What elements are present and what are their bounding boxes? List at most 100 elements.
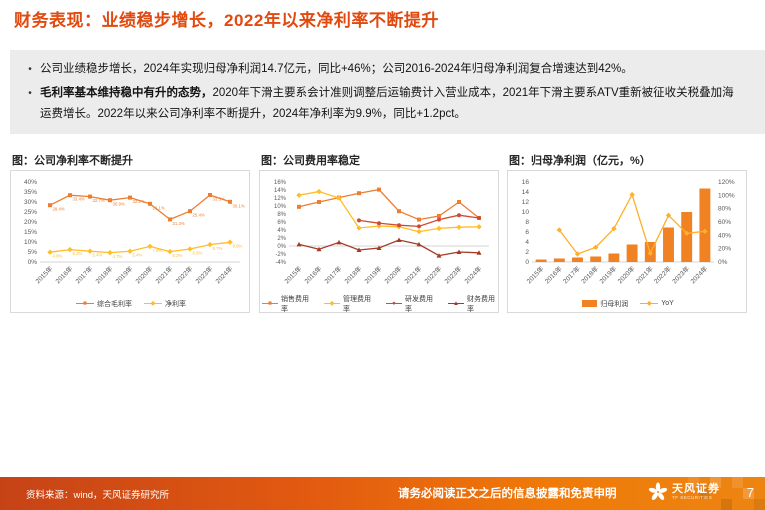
svg-text:100%: 100% [718, 192, 735, 199]
svg-text:120%: 120% [718, 179, 735, 186]
chart-net-profit-plot: 0 2 4 6 8 10 12 14 16 0% 20% 40% 60% 80% 100% 120% 2015年… [510, 174, 746, 296]
svg-text:4: 4 [525, 239, 529, 246]
legend-item: ■ 销售费用率 [262, 294, 312, 314]
bullet-text: 公司业绩稳步增长，2024年实现归母净利润14.7亿元，同比+46%；公司201… [40, 59, 745, 80]
bullet-lead: 毛利率基本维持稳中有升的态势， [40, 87, 213, 99]
page-number: 7 [746, 485, 754, 500]
svg-text:2024年: 2024年 [462, 264, 484, 286]
bullet-body: 2020年下滑主要系会计准则调整后运输费计入营业成本，2021年下滑主要系ATV… [40, 87, 734, 120]
svg-text:33.5%: 33.5% [213, 197, 225, 202]
svg-text:2020年: 2020年 [133, 264, 155, 286]
svg-text:30.9%: 30.9% [113, 202, 125, 207]
svg-text:29.1%: 29.1% [153, 205, 165, 210]
mosaic-tile [721, 499, 732, 510]
svg-text:2015年: 2015年 [524, 264, 546, 286]
svg-text:7.8%: 7.8% [153, 248, 163, 253]
svg-text:35%: 35% [24, 189, 37, 196]
svg-text:12: 12 [522, 199, 530, 206]
svg-text:5.4%: 5.4% [133, 253, 143, 258]
svg-text:2022年: 2022年 [173, 264, 195, 286]
legend-item: ■ 综合毛利率 [76, 299, 132, 309]
chart-expense-ratio: 图：公司费用率稳定 -4% -2% 0% 2% 4% 6% 8% 10% 12% 14% 16% 20… [259, 152, 499, 313]
svg-text:12%: 12% [274, 196, 287, 202]
svg-text:0%: 0% [28, 259, 38, 266]
legend-item: ● 研发费用率 [386, 294, 436, 314]
svg-text:16%: 16% [274, 180, 287, 186]
flower-icon [648, 482, 668, 500]
svg-text:2015年: 2015年 [282, 264, 304, 286]
svg-text:2018年: 2018年 [342, 264, 364, 286]
svg-text:2017年: 2017年 [561, 264, 583, 286]
bullet-text: 毛利率基本维持稳中有升的态势，2020年下滑主要系会计准则调整后运输费计入营业成… [40, 83, 745, 125]
svg-text:2021年: 2021年 [634, 264, 656, 286]
svg-text:32.7%: 32.7% [93, 198, 105, 203]
chart-expense-ratio-panel: -4% -2% 0% 2% 4% 6% 8% 10% 12% 14% 16% 2015年 2016年 20… [259, 170, 499, 313]
legend-item: ▲ 财务费用率 [448, 294, 498, 314]
footer-bar: 资料来源：wind，天风证券研究所 请务必阅读正文之后的信息披露和免责申明 天风… [0, 477, 765, 510]
svg-text:10%: 10% [24, 239, 37, 246]
mosaic-tile [699, 488, 710, 499]
chart-net-profit-panel: 0 2 4 6 8 10 12 14 16 0% 20% 40% 60% 80% 100% 120% 2015年… [507, 170, 747, 313]
svg-text:2017年: 2017年 [322, 264, 344, 286]
svg-text:2018年: 2018年 [93, 264, 115, 286]
svg-text:2017年: 2017年 [73, 264, 95, 286]
chart-net-margin-panel: 0% 5% 10% 15% 20% 25% 30% 35% 40% 2015年 2016年 2017年… [10, 170, 250, 313]
svg-text:2016年: 2016年 [302, 264, 324, 286]
svg-text:9.9%: 9.9% [233, 244, 243, 249]
svg-text:5.2%: 5.2% [173, 253, 183, 258]
svg-text:2022年: 2022年 [652, 264, 674, 286]
chart-net-margin-legend: ■ 综合毛利率 ◆ 净利率 [13, 296, 249, 311]
legend-item: 归母利润 [582, 299, 628, 309]
chart-expense-ratio-plot: -4% -2% 0% 2% 4% 6% 8% 10% 12% 14% 16% 2015年 2016年 20… [262, 174, 498, 296]
svg-text:2022年: 2022年 [422, 264, 444, 286]
brand-subtitle: TF SECURITIES [672, 495, 713, 500]
svg-text:0%: 0% [718, 259, 728, 266]
svg-text:40%: 40% [24, 179, 37, 186]
bullet-item-2: • 毛利率基本维持稳中有升的态势，2020年下滑主要系会计准则调整后运输费计入营… [20, 83, 745, 125]
chart-net-profit-title: 图：归母净利润（亿元，%） [509, 155, 651, 167]
brand-text: 天风证券 TF SECURITIES [672, 483, 720, 501]
mosaic-tile [688, 477, 699, 488]
chart-net-profit-legend: 归母利润 ◆ YoY [510, 296, 746, 311]
svg-text:5.4%: 5.4% [93, 253, 103, 258]
svg-text:2021年: 2021年 [153, 264, 175, 286]
svg-text:10: 10 [522, 209, 530, 216]
svg-text:40%: 40% [718, 232, 731, 239]
page-title: 财务表现：业绩稳步增长，2022年以来净利率不断提升 [14, 11, 439, 30]
svg-text:8%: 8% [277, 212, 286, 218]
legend-item: ◆ YoY [640, 300, 674, 307]
svg-text:80%: 80% [718, 206, 731, 213]
svg-text:2019年: 2019年 [113, 264, 135, 286]
svg-text:0%: 0% [277, 244, 286, 250]
svg-text:14: 14 [522, 189, 530, 196]
svg-text:10%: 10% [274, 204, 287, 210]
svg-text:2: 2 [525, 249, 529, 256]
summary-panel: • 公司业绩稳步增长，2024年实现归母净利润14.7亿元，同比+46%；公司2… [10, 50, 765, 134]
bullet-item-1: • 公司业绩稳步增长，2024年实现归母净利润14.7亿元，同比+46%；公司2… [20, 59, 745, 80]
svg-text:60%: 60% [718, 219, 731, 226]
svg-text:20%: 20% [24, 219, 37, 226]
svg-text:2020年: 2020年 [615, 264, 637, 286]
mosaic-tile [732, 477, 743, 488]
bullet-dot: • [28, 64, 32, 75]
svg-text:2023年: 2023年 [670, 264, 692, 286]
mosaic-tile [754, 499, 765, 510]
svg-text:14%: 14% [274, 188, 287, 194]
bullet-dot: • [28, 88, 32, 99]
chart-expense-ratio-legend: ■ 销售费用率 ◆ 管理费用率 ● 研发费用率 ▲ 财务费用率 [262, 294, 498, 314]
svg-text:25%: 25% [24, 209, 37, 216]
svg-text:28.4%: 28.4% [53, 207, 65, 212]
brand-name: 天风证券 [672, 483, 720, 495]
svg-text:6.5%: 6.5% [193, 251, 203, 256]
svg-text:2015年: 2015年 [33, 264, 55, 286]
chart-net-margin: 图：公司净利率不断提升 0% 5% 10% 15% 20% 25% 30% 35% 40% 201… [10, 152, 250, 313]
svg-text:5%: 5% [28, 249, 38, 256]
svg-text:2019年: 2019年 [597, 264, 619, 286]
svg-text:30.1%: 30.1% [233, 203, 245, 208]
svg-text:2016年: 2016年 [53, 264, 75, 286]
svg-text:16: 16 [522, 179, 530, 186]
svg-text:32.2%: 32.2% [133, 199, 145, 204]
svg-text:6: 6 [525, 229, 529, 236]
mosaic-tile [710, 477, 721, 488]
svg-text:8.7%: 8.7% [213, 246, 223, 251]
